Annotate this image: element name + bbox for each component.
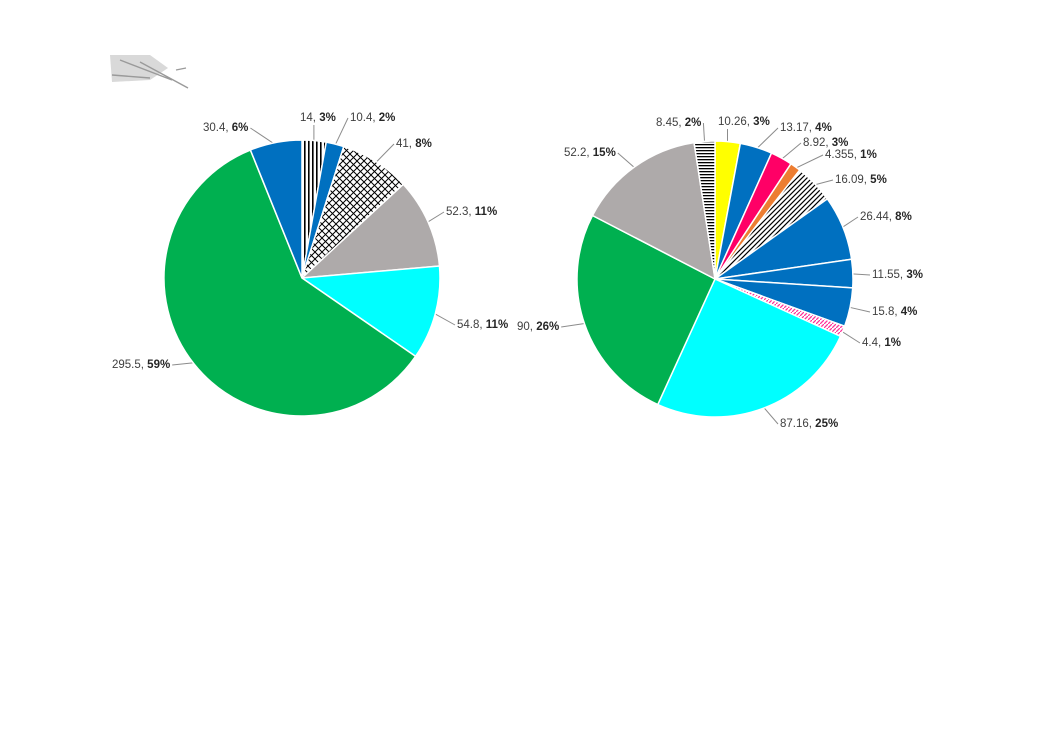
pie-1-leader-line-8	[839, 329, 861, 344]
pie-1-slice-9	[656, 278, 842, 418]
pie-1-data-label-7: 15.8, 4%	[872, 306, 917, 318]
pie-1-slice-12	[693, 140, 716, 280]
pie-chart-right: 10.26, 3% 13.17, 4% 8.92, 3%4.355, 1% 16.09…	[517, 116, 923, 430]
pie-1-data-label-11: 52.2, 15%	[564, 147, 616, 159]
corner-mark-graphic	[110, 55, 189, 89]
pie-1-data-label-8: 4.4, 1%	[862, 337, 901, 349]
pie-1-data-label-1: 13.17, 4%	[780, 122, 832, 134]
pie-1-leader-line-9	[761, 405, 779, 425]
pie-1-data-label-6: 11.55, 3%	[872, 269, 923, 281]
pie-1-leader-line-10	[561, 322, 588, 328]
pie-1-data-label-3: 4.355, 1%	[825, 149, 877, 161]
pie-1-data-label-4: 16.09, 5%	[835, 174, 887, 186]
pie-0-data-label-0: 14, 3%	[300, 112, 336, 124]
pie-0-slice-6	[249, 139, 303, 279]
pie-1-leader-line-7	[847, 306, 871, 313]
pie-1-data-label-9: 87.16, 25%	[780, 418, 838, 430]
pie-0-data-label-5: 295.5, 59%	[112, 359, 170, 371]
pie-0-data-label-6: 30.4, 6%	[203, 122, 248, 134]
pie-0-slice-3	[299, 183, 441, 279]
pie-0-data-label-1: 10.4, 2%	[350, 112, 395, 124]
pie-0-slice-5	[163, 149, 417, 417]
pie-0-data-label-4: 54.8, 11%	[457, 319, 508, 331]
pie-1-data-label-5: 26.44, 8%	[860, 211, 912, 223]
pie-1-slice-11	[591, 141, 716, 281]
pie-0-data-label-3: 52.3, 11%	[446, 206, 497, 218]
pie-0-leader-line-4	[432, 312, 456, 326]
pie-1-data-label-2: 8.92, 3%	[803, 137, 848, 149]
pie-0-leader-line-6	[250, 127, 277, 146]
pie-chart-left: 14, 3% 10.4, 2% 41, 8% 52.3, 11% 54.8, 11% 29…	[112, 112, 508, 417]
pie-0-data-label-2: 41, 8%	[396, 138, 432, 150]
pie-0-leader-line-1	[333, 117, 349, 147]
pie-1-leader-line-1	[755, 127, 779, 151]
pie-1-leader-line-11	[617, 152, 637, 170]
pie-0-slice-4	[299, 265, 441, 358]
pie-1-data-label-12: 8.45, 2%	[656, 117, 701, 129]
pie-1-leader-line-3	[793, 154, 824, 170]
pie-1-data-label-10: 90, 26%	[517, 321, 559, 333]
pie-1-leader-line-2	[779, 142, 802, 161]
pie-1-slice-10	[576, 214, 716, 406]
pie-0-leader-line-2	[374, 143, 395, 165]
pie-1-data-label-0: 10.26, 3%	[718, 116, 770, 128]
